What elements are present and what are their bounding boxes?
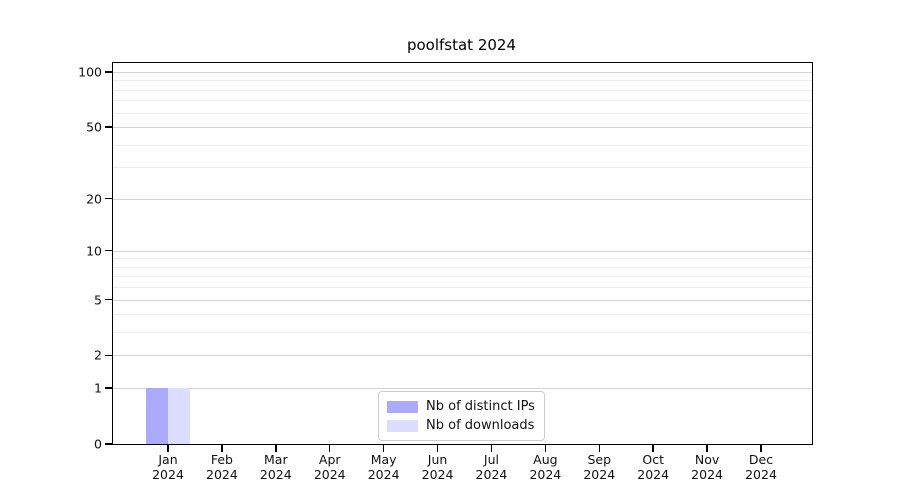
x-tick-label: Dec 2024 xyxy=(726,452,796,482)
x-tick-label: Aug 2024 xyxy=(510,452,580,482)
x-tick-label-line: 2024 xyxy=(259,467,292,482)
x-tick-label-line: Dec xyxy=(748,452,774,467)
x-tick-label: Nov 2024 xyxy=(672,452,742,482)
x-axis-tick xyxy=(167,445,169,452)
x-axis-tick xyxy=(490,445,493,452)
legend-item: Nb of distinct IPs xyxy=(387,397,536,416)
gridline-minor xyxy=(113,167,812,169)
x-tick-label-line: Aug xyxy=(533,452,558,467)
y-tick-label: 100 xyxy=(78,64,102,80)
x-tick-label: May 2024 xyxy=(349,452,419,482)
x-tick-label: Mar 2024 xyxy=(241,452,311,482)
legend-swatch xyxy=(387,419,418,432)
x-axis-tick xyxy=(382,445,385,452)
x-tick-label-line: Jul xyxy=(483,452,499,467)
x-tick-label-line: Oct xyxy=(642,452,664,467)
x-axis-tick xyxy=(329,445,331,452)
gridline-minor xyxy=(113,112,812,114)
y-tick-label: 20 xyxy=(86,191,102,207)
legend-label: Nb of distinct IPs xyxy=(426,399,535,414)
y-tick-label: 0 xyxy=(94,436,102,452)
gridline-major xyxy=(113,355,812,357)
x-tick-label-line: Sep xyxy=(587,452,612,467)
y-axis-tick xyxy=(105,71,112,73)
x-tick-label-line: May xyxy=(370,452,397,467)
chart-title: poolfstat 2024 xyxy=(406,36,517,54)
x-tick-label-line: 2024 xyxy=(691,467,723,482)
gridline-major xyxy=(113,250,812,252)
x-tick-label: Jan 2024 xyxy=(133,452,203,482)
y-tick-label: 5 xyxy=(94,292,102,308)
x-tick-label: Jun 2024 xyxy=(403,452,473,482)
gridline-minor xyxy=(113,314,812,316)
x-tick-label-line: Mar xyxy=(264,452,288,467)
gridline-minor xyxy=(113,100,812,102)
x-tick-label-line: Jan xyxy=(158,452,178,467)
gridline-major xyxy=(113,198,812,200)
gridline-minor xyxy=(113,266,812,268)
legend-label: Nb of downloads xyxy=(426,418,535,433)
legend: Nb of distinct IPs Nb of downloads xyxy=(378,391,545,441)
x-tick-label: Sep 2024 xyxy=(564,452,634,482)
bar xyxy=(146,388,168,444)
x-axis-tick xyxy=(544,445,547,452)
x-tick-label-line: 2024 xyxy=(421,467,454,482)
gridline-minor xyxy=(113,258,812,260)
x-tick-label-line: 2024 xyxy=(529,467,562,482)
x-tick-label-line: 2024 xyxy=(637,467,670,482)
gridline-minor xyxy=(113,80,812,82)
x-tick-label-line: Apr xyxy=(318,452,341,467)
gridline-major xyxy=(113,72,812,74)
gridline-minor xyxy=(113,89,812,91)
x-tick-label-line: Feb xyxy=(210,452,233,467)
gridline-major xyxy=(113,299,812,301)
x-axis-tick xyxy=(706,445,708,452)
legend-swatch xyxy=(387,400,418,413)
x-tick-label-line: 2024 xyxy=(152,467,184,482)
y-tick-label: 2 xyxy=(94,347,102,363)
x-tick-label: Jul 2024 xyxy=(456,452,526,482)
x-tick-label-line: Jun xyxy=(427,452,448,467)
x-tick-label-line: 2024 xyxy=(583,467,616,482)
x-tick-label-line: 2024 xyxy=(313,467,346,482)
bar xyxy=(168,388,190,444)
gridline-minor xyxy=(113,144,812,146)
x-tick-label: Feb 2024 xyxy=(187,452,257,482)
x-tick-label: Oct 2024 xyxy=(618,452,688,482)
gridline-minor xyxy=(113,287,812,289)
y-axis-tick xyxy=(105,387,112,389)
gridline-minor xyxy=(113,276,812,278)
x-axis-tick xyxy=(760,445,762,452)
x-tick-label: Apr 2024 xyxy=(295,452,365,482)
y-axis-tick xyxy=(105,250,112,252)
x-tick-label-line: 2024 xyxy=(475,467,508,482)
y-tick-label: 1 xyxy=(94,380,102,396)
y-axis-tick xyxy=(105,197,112,200)
x-axis-tick xyxy=(275,445,277,452)
gridline-minor xyxy=(113,332,812,334)
y-axis-tick xyxy=(105,443,112,445)
x-axis-tick xyxy=(436,445,439,452)
x-axis-tick xyxy=(221,445,223,452)
legend-item: Nb of downloads xyxy=(387,416,536,435)
x-axis-tick xyxy=(652,445,654,452)
x-axis-tick xyxy=(598,445,600,452)
y-axis-tick xyxy=(105,298,112,301)
x-tick-label-line: 2024 xyxy=(367,467,400,482)
y-tick-label: 10 xyxy=(86,243,102,259)
gridline-major xyxy=(113,127,812,129)
x-tick-label-line: Nov xyxy=(694,452,720,467)
x-tick-label-line: 2024 xyxy=(745,467,777,482)
gridline-major xyxy=(113,388,812,390)
x-tick-label-line: 2024 xyxy=(206,467,238,482)
plot-area: 0 1 2 5 10 20 50 100 Jan 2024 Feb 2024 Mar 2024 Apr 202… xyxy=(78,62,813,482)
y-axis-tick xyxy=(105,126,112,128)
y-axis-tick xyxy=(105,354,112,357)
y-tick-label: 50 xyxy=(86,119,102,135)
